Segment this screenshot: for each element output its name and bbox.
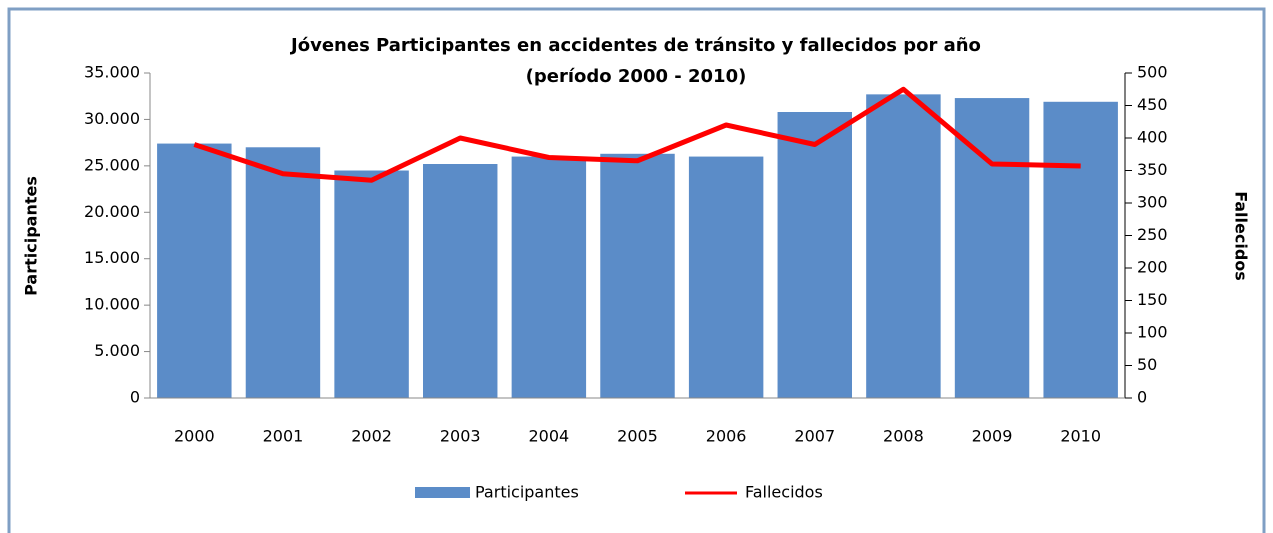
bar xyxy=(334,170,409,398)
x-tick-label: 2010 xyxy=(1060,427,1101,446)
x-tick-label: 2006 xyxy=(706,427,747,446)
y2-tick-label: 100 xyxy=(1137,323,1168,342)
x-tick-label: 2005 xyxy=(617,427,658,446)
y2-tick-label: 250 xyxy=(1137,225,1168,244)
x-tick-label: 2001 xyxy=(263,427,304,446)
bar xyxy=(600,153,675,398)
bar xyxy=(688,156,764,398)
y2-tick-label: 0 xyxy=(1137,388,1147,407)
legend-label: Participantes xyxy=(475,483,579,502)
bar xyxy=(511,156,587,398)
bar xyxy=(1043,101,1118,399)
y2-axis-label: Fallecidos xyxy=(1232,191,1251,281)
chart-subtitle: (período 2000 - 2010) xyxy=(526,66,747,87)
y-tick-label: 0 xyxy=(130,388,140,407)
bar xyxy=(777,112,852,398)
x-tick-label: 2003 xyxy=(440,427,481,446)
x-tick-label: 2002 xyxy=(351,427,392,446)
y-axis-label: Participantes xyxy=(22,176,41,296)
x-tick-label: 2000 xyxy=(174,427,215,446)
bar xyxy=(245,147,321,398)
x-tick-label: 2009 xyxy=(972,427,1013,446)
bar xyxy=(157,143,232,398)
y2-tick-label: 50 xyxy=(1137,355,1157,374)
line-series xyxy=(193,86,1081,183)
y-tick-label: 10.000 xyxy=(84,295,140,314)
bar xyxy=(954,98,1030,399)
bar xyxy=(866,94,941,398)
y2-tick-label: 200 xyxy=(1137,258,1168,277)
x-tick-label: 2004 xyxy=(529,427,570,446)
y-tick-label: 25.000 xyxy=(84,155,140,174)
x-tick-label: 2008 xyxy=(883,427,924,446)
x-tick-label: 2007 xyxy=(794,427,835,446)
chart-title: Jóvenes Participantes en accidentes de t… xyxy=(289,35,981,56)
y2-tick-label: 450 xyxy=(1137,95,1168,114)
y2-tick-label: 400 xyxy=(1137,128,1168,147)
legend-label: Fallecidos xyxy=(745,483,823,502)
legend-swatch xyxy=(415,487,470,498)
y2-tick-label: 350 xyxy=(1137,160,1168,179)
y-tick-label: 20.000 xyxy=(84,202,140,221)
y-tick-label: 30.000 xyxy=(84,109,140,128)
y2-tick-label: 300 xyxy=(1137,193,1168,212)
y-tick-label: 5.000 xyxy=(94,341,140,360)
y2-tick-label: 150 xyxy=(1137,290,1168,309)
y-tick-label: 15.000 xyxy=(84,248,140,267)
y-tick-label: 35.000 xyxy=(84,63,140,82)
y2-tick-label: 500 xyxy=(1137,63,1168,82)
bar xyxy=(423,164,498,398)
